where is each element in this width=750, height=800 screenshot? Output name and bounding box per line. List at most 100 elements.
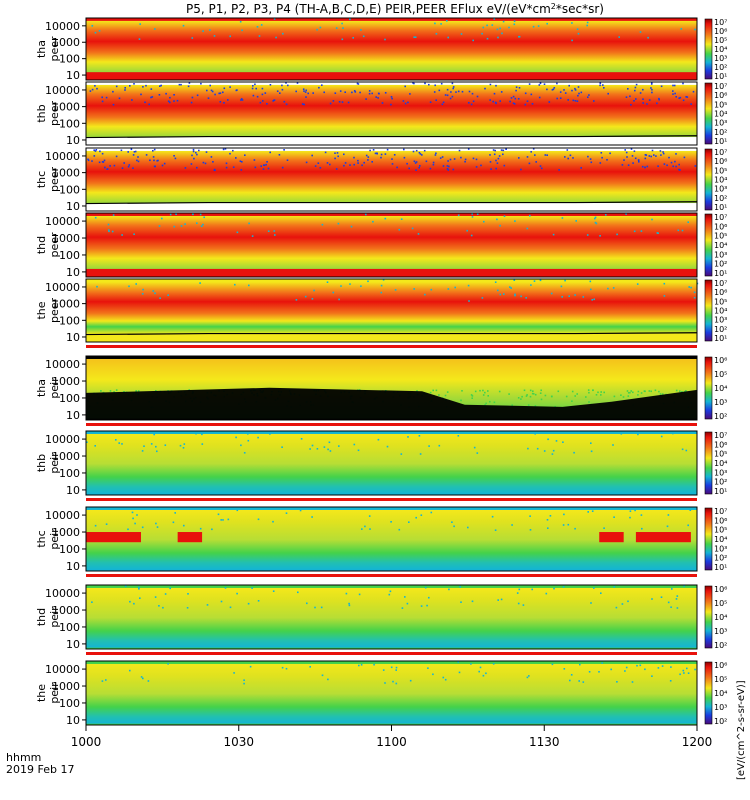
flux-patch [86,532,141,543]
colorbar-tick-label: 10⁷ [714,82,727,91]
colorbar-tick-label: 10² [714,325,727,334]
separator-stripe [86,574,697,577]
y-tick-label: 1000 [52,101,80,114]
flux-patch [599,532,624,543]
colorbar-tick-label: 10⁴ [714,45,727,54]
speckle [94,213,689,237]
colorbar-tick-label: 10¹ [714,487,727,496]
panel-label-species: peer [48,167,61,193]
colorbar-tick-label: 10⁶ [714,27,727,36]
colorbar-tick-label: 10⁴ [714,110,727,119]
panel-tha-peir: 10 100 1000 10000 tha peir 10⁶ 10⁵ 10⁴ 10³ 10² [35,355,727,426]
colorbar-units-label: [eV/(cm^2-s-sr-eV)] [736,680,747,780]
y-tick-label: 100 [59,697,80,710]
panel-frame [85,355,698,421]
speckle [89,82,695,106]
colorbar-tick-label: 10³ [714,398,727,407]
colorbar-tick-label: 10⁵ [714,36,727,45]
x-tick-label: 1200 [682,735,713,749]
separator-stripe [86,498,697,501]
y-tick-label: 10 [66,200,80,213]
colorbar-tick-label: 10¹ [714,563,727,572]
colorbar-tick-label: 10² [714,641,727,650]
y-tick-label: 100 [59,392,80,405]
colorbar-tick-label: 10⁴ [714,176,727,185]
colorbar-tick-label: 10¹ [714,72,727,81]
panel-label-probe: thc [35,530,48,547]
colorbar-tick-label: 10⁵ [714,675,727,684]
panel-the-peir: 10 100 1000 10000 the peir 10⁶ 10⁵ 10⁴ 10³ 10² [35,660,727,727]
colorbar-tick-label: 10¹ [714,137,727,146]
spectral-band [86,215,697,269]
y-tick-label: 100 [59,621,80,634]
colorbar-tick-label: 10⁴ [714,613,727,622]
speckle [87,507,692,531]
colorbar-tick-label: 10³ [714,316,727,325]
panel-label-probe: tha [35,379,48,397]
spectral-band [86,433,697,494]
y-tick-label: 1000 [52,604,80,617]
colorbar-tick-label: 10⁵ [714,166,727,175]
colorbar-tick-label: 10³ [714,703,727,712]
panel-label-probe: thc [35,171,48,188]
low-flux-region [86,387,697,420]
panel-label-probe: thb [35,104,48,122]
colorbar-tick-label: 10⁷ [714,148,727,157]
panel-frame [85,147,698,212]
colorbar-tick-label: 10³ [714,185,727,194]
y-tick-label: 1000 [52,167,80,180]
colorbar-tick-label: 10⁷ [714,213,727,222]
speckle [91,585,685,609]
y-tick-label: 10 [66,484,80,497]
y-tick-label: 100 [59,467,80,480]
colorbar: 10⁶ 10⁵ 10⁴ 10³ 10² [704,661,727,726]
colorbar-tick-label: 10¹ [714,334,727,343]
colorbar: 10⁶ 10⁵ 10⁴ 10³ 10² [704,585,727,650]
colorbar-tick-label: 10⁵ [714,370,727,379]
panel-frame [85,212,698,278]
y-tick-label: 10000 [45,20,80,33]
y-tick-label: 10 [66,714,80,727]
colorbar-tick-label: 10² [714,717,727,726]
speckle [101,661,696,685]
panel-label-probe: thd [35,608,48,626]
colorbar-tick-label: 10⁶ [714,157,727,166]
y-tick-label: 10000 [45,358,80,371]
colorbar-tick-label: 10⁴ [714,241,727,250]
panel-thb-peer: 10 100 1000 10000 thb peer 10⁷10⁶10⁵10⁴10³10²1… [35,81,727,147]
spectral-band [86,587,697,648]
colorbar-tick-label: 10⁴ [714,459,727,468]
speckle [86,431,688,455]
panel-label-species: peir [48,377,61,399]
x-tick-label: 1100 [376,735,407,749]
panel-label-species: peer [48,101,61,127]
colorbar-tick-label: 10⁴ [714,689,727,698]
y-tick-label: 10 [66,638,80,651]
panel-label-species: peer [48,232,61,258]
y-tick-label: 10 [66,266,80,279]
y-tick-label: 100 [59,314,80,327]
panel-label-probe: thd [35,236,48,254]
colorbar-tick-label: 10³ [714,627,727,636]
panel-frame [85,278,698,343]
flux-patch [635,532,691,543]
colorbar-tick-label: 10⁵ [714,100,727,109]
panel-the-peer: 10 100 1000 10000 the peer 10⁷10⁶10⁵10⁴10³10²1… [35,278,727,348]
y-tick-label: 1000 [52,526,80,539]
spectral-band [86,663,697,724]
colorbar-tick-label: 10¹ [714,269,727,278]
colorbar-tick-label: 10⁶ [714,440,727,449]
y-tick-label: 10 [66,560,80,573]
colorbar-tick-label: 10² [714,554,727,563]
colorbar-tick-label: 10⁷ [714,279,727,288]
y-tick-label: 100 [59,53,80,66]
y-tick-label: 1000 [52,375,80,388]
colorbar-tick-label: 10⁶ [714,356,727,365]
speckle [91,18,696,42]
panel-label-probe: tha [35,40,48,58]
